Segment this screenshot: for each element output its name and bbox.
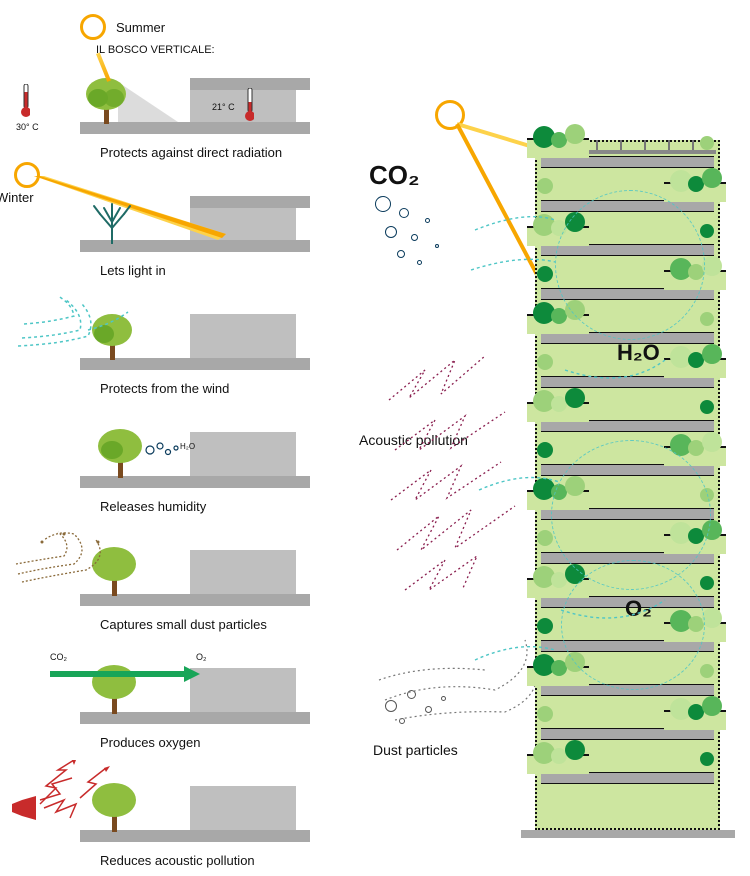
dust-lines-icon — [14, 524, 144, 594]
wind-lines-icon — [16, 290, 136, 360]
panel-label: Protects against direct radiation — [100, 145, 282, 160]
tree-canopy-icon — [700, 136, 714, 150]
tower-diagram: CO₂ Acoustic pollution Dust particles — [345, 0, 745, 876]
co2-o2-arrow-icon — [50, 664, 200, 684]
dust-label: Dust particles — [373, 742, 458, 758]
thermo-inside-icon — [244, 88, 254, 122]
panel-label: Captures small dust particles — [100, 617, 267, 632]
panel-radiation: 30° C 21° C Protects against direct radi… — [20, 48, 330, 158]
panel-label: Releases humidity — [100, 499, 206, 514]
left-panels: Summer IL BOSCO VERTICALE: 30° C — [20, 20, 330, 874]
o2-small: O₂ — [196, 652, 207, 662]
panel-label: Protects from the wind — [100, 381, 229, 396]
panel-label: Lets light in — [100, 263, 166, 278]
panel-light: Winter Lets light in — [20, 166, 330, 276]
co2-small: CO₂ — [50, 652, 67, 662]
h2o-label: H₂O — [180, 442, 195, 451]
tree-canopy-icon — [702, 168, 722, 188]
thermo-outside-icon — [20, 84, 30, 118]
panel-label: Produces oxygen — [100, 735, 200, 750]
panel-humidity: H₂O Releases humidity — [20, 402, 330, 512]
tree-icon — [96, 428, 146, 480]
sun-icon — [80, 14, 106, 40]
acoustic-zig-icon — [36, 760, 136, 830]
temp-in: 21° C — [212, 102, 235, 112]
panel-wind: Protects from the wind — [20, 284, 330, 394]
temp-out: 30° C — [16, 122, 39, 132]
panel-oxygen: CO₂ O₂ Produces oxygen — [20, 638, 330, 748]
tree-icon — [84, 76, 130, 126]
flow-arrows-icon — [465, 190, 725, 810]
panel-dust: Captures small dust particles — [20, 520, 330, 630]
panel-acoustic: Reduces acoustic pollution — [20, 756, 330, 866]
summer-label: Summer — [116, 20, 165, 35]
panel-label: Reduces acoustic pollution — [100, 853, 255, 868]
winter-label: Winter — [0, 190, 34, 205]
winter-tree-icon — [90, 200, 134, 244]
co2-label: CO₂ — [369, 160, 420, 191]
tree-canopy-icon — [565, 124, 585, 144]
ground-icon — [521, 830, 735, 838]
